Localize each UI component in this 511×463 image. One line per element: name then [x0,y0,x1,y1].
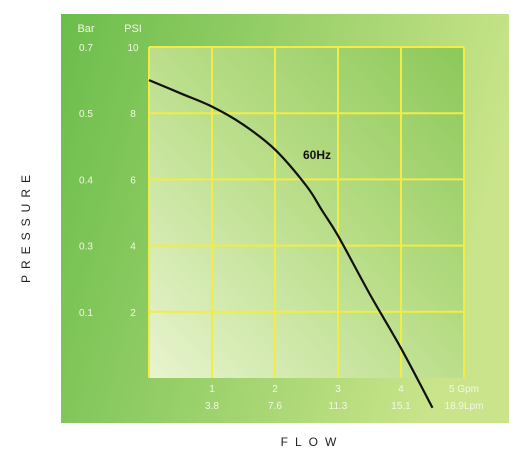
x-axis-title: FLOW [281,435,344,449]
x-tick-lpm: 18.9Lpm [445,401,484,412]
y-tick-psi: 2 [130,308,136,319]
x-tick-gpm: 2 [272,384,278,395]
x-ticks: 1 3.8 2 7.6 3 11.3 4 15.1 5 Gpm 18.9Lpm [205,384,483,412]
y-tick-bar: 0.7 [79,43,93,54]
y-axis-title: PRESSURE [19,169,33,283]
curve-layer [148,79,434,409]
y-unit-psi: PSI [124,23,142,35]
plot-area [149,47,464,378]
x-tick-gpm: 1 [209,384,215,395]
series-label-60hz: 60Hz [303,148,331,162]
y-tick-bar: 0.3 [79,242,93,253]
series-line-60hz [148,79,434,409]
y-tick-bar: 0.5 [79,109,93,120]
x-tick-lpm: 3.8 [205,401,219,412]
x-tick-lpm: 7.6 [268,401,282,412]
grid [148,46,465,378]
y-tick-bar: 0.1 [79,308,93,319]
y-tick-psi: 8 [130,109,136,120]
x-tick-gpm: 4 [398,384,404,395]
x-tick-lpm: 15.1 [391,401,411,412]
x-tick-gpm: 5 Gpm [449,384,479,395]
y-unit-bar: Bar [77,23,94,35]
y-tick-bar: 0.4 [79,175,93,186]
x-tick-lpm: 11.3 [329,401,348,412]
y-tick-psi: 6 [130,175,136,186]
y-tick-psi: 10 [127,43,139,54]
y-ticks: 2 0.1 4 0.3 6 0.4 8 0.5 10 0.7 [79,43,139,319]
x-tick-gpm: 3 [335,384,341,395]
y-tick-psi: 4 [130,242,136,253]
